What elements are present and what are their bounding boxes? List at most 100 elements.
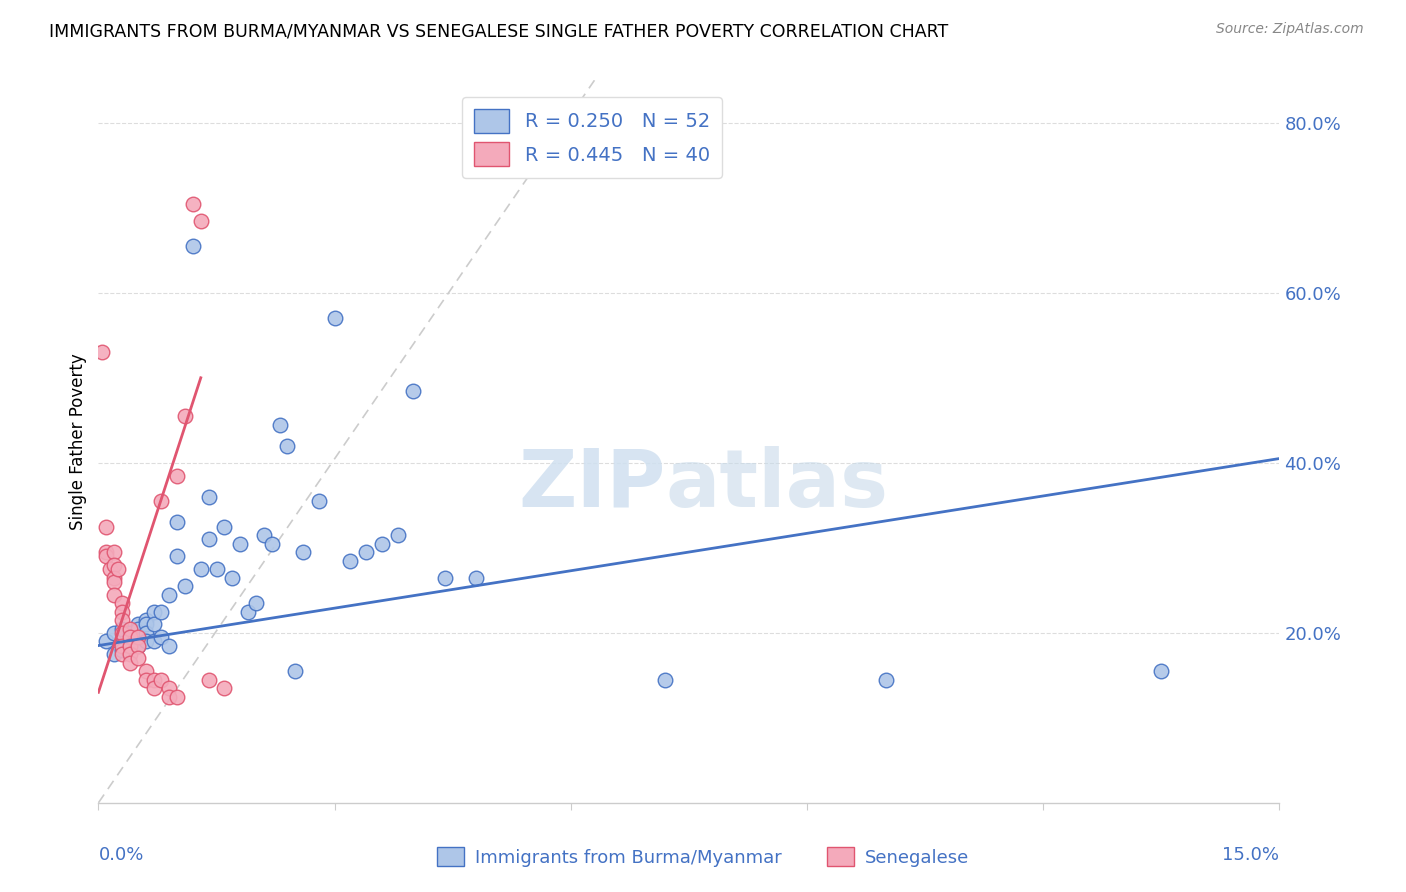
Point bbox=[433, 570, 456, 584]
Point bbox=[103, 625, 125, 640]
Point bbox=[229, 536, 252, 550]
Point bbox=[118, 656, 141, 670]
Text: ZIP: ZIP bbox=[517, 446, 665, 524]
Point bbox=[166, 468, 188, 483]
Point bbox=[292, 545, 315, 559]
Point bbox=[135, 634, 157, 648]
Point bbox=[253, 528, 276, 542]
Point bbox=[402, 384, 425, 398]
Point bbox=[181, 196, 204, 211]
Legend: Immigrants from Burma/Myanmar, Senegalese: Immigrants from Burma/Myanmar, Senegales… bbox=[430, 840, 976, 874]
Text: 15.0%: 15.0% bbox=[1222, 847, 1279, 864]
Point bbox=[103, 558, 125, 572]
Point bbox=[197, 490, 219, 504]
Point bbox=[127, 622, 149, 636]
Point bbox=[260, 536, 283, 550]
Point bbox=[150, 673, 173, 687]
Point bbox=[96, 549, 118, 564]
Point bbox=[135, 664, 157, 678]
Legend: R = 0.250   N = 52, R = 0.445   N = 40: R = 0.250 N = 52, R = 0.445 N = 40 bbox=[463, 97, 721, 178]
Point bbox=[111, 625, 134, 640]
Point bbox=[308, 494, 330, 508]
Point bbox=[875, 673, 897, 687]
Point bbox=[111, 605, 134, 619]
Point bbox=[214, 681, 236, 695]
Point bbox=[339, 553, 361, 567]
Point bbox=[118, 647, 141, 661]
Point bbox=[205, 562, 228, 576]
Point bbox=[174, 579, 197, 593]
Point bbox=[150, 494, 173, 508]
Point bbox=[236, 605, 259, 619]
Y-axis label: Single Father Poverty: Single Father Poverty bbox=[69, 353, 87, 530]
Text: 0.0%: 0.0% bbox=[98, 847, 143, 864]
Point bbox=[127, 651, 149, 665]
Point bbox=[166, 549, 188, 564]
Point bbox=[118, 625, 141, 640]
Point bbox=[142, 605, 165, 619]
Point bbox=[111, 639, 134, 653]
Point bbox=[190, 213, 212, 227]
Point bbox=[111, 647, 134, 661]
Point bbox=[135, 625, 157, 640]
Point bbox=[197, 673, 219, 687]
Point bbox=[174, 409, 197, 423]
Point bbox=[190, 562, 212, 576]
Point bbox=[103, 647, 125, 661]
Point bbox=[111, 596, 134, 610]
Point bbox=[157, 690, 180, 704]
Point bbox=[157, 639, 180, 653]
Point bbox=[118, 622, 141, 636]
Point bbox=[276, 439, 298, 453]
Point bbox=[103, 574, 125, 589]
Point bbox=[142, 617, 165, 632]
Point bbox=[103, 570, 125, 584]
Point bbox=[181, 239, 204, 253]
Point bbox=[197, 533, 219, 547]
Point bbox=[245, 596, 267, 610]
Point bbox=[91, 345, 114, 359]
Point bbox=[107, 562, 129, 576]
Text: atlas: atlas bbox=[665, 446, 889, 524]
Point bbox=[127, 639, 149, 653]
Point bbox=[284, 664, 307, 678]
Point bbox=[214, 519, 236, 533]
Point bbox=[157, 588, 180, 602]
Point bbox=[127, 630, 149, 644]
Point bbox=[387, 528, 409, 542]
Point bbox=[135, 613, 157, 627]
Point bbox=[142, 673, 165, 687]
Point bbox=[96, 634, 118, 648]
Point bbox=[118, 639, 141, 653]
Point bbox=[98, 562, 121, 576]
Point bbox=[103, 545, 125, 559]
Point bbox=[157, 681, 180, 695]
Point bbox=[371, 536, 394, 550]
Text: Source: ZipAtlas.com: Source: ZipAtlas.com bbox=[1216, 22, 1364, 37]
Point bbox=[111, 613, 134, 627]
Point bbox=[96, 545, 118, 559]
Point bbox=[118, 639, 141, 653]
Point bbox=[150, 605, 173, 619]
Point bbox=[150, 630, 173, 644]
Point bbox=[323, 311, 346, 326]
Text: IMMIGRANTS FROM BURMA/MYANMAR VS SENEGALESE SINGLE FATHER POVERTY CORRELATION CH: IMMIGRANTS FROM BURMA/MYANMAR VS SENEGAL… bbox=[49, 22, 949, 40]
Point bbox=[127, 617, 149, 632]
Point bbox=[135, 673, 157, 687]
Point bbox=[142, 634, 165, 648]
Point bbox=[96, 519, 118, 533]
Point bbox=[127, 639, 149, 653]
Point bbox=[166, 690, 188, 704]
Point bbox=[142, 681, 165, 695]
Point bbox=[221, 570, 243, 584]
Point bbox=[166, 516, 188, 530]
Point bbox=[354, 545, 377, 559]
Point bbox=[118, 630, 141, 644]
Point bbox=[103, 588, 125, 602]
Point bbox=[135, 617, 157, 632]
Point bbox=[111, 642, 134, 657]
Point bbox=[654, 673, 676, 687]
Point bbox=[111, 622, 134, 636]
Point bbox=[465, 570, 488, 584]
Point bbox=[269, 417, 291, 432]
